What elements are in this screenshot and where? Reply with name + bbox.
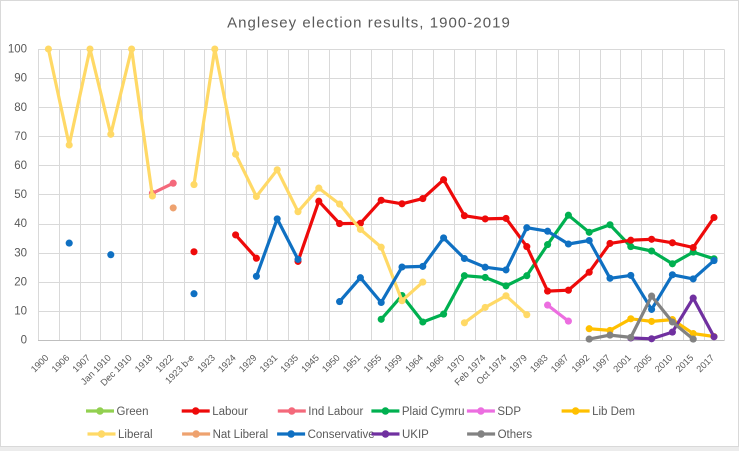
svg-text:30: 30 [14,247,27,259]
svg-text:Liberal: Liberal [118,429,153,441]
svg-text:20: 20 [14,276,27,288]
svg-text:40: 40 [14,218,27,230]
svg-text:Lib Dem: Lib Dem [592,406,635,418]
svg-text:Conservative: Conservative [308,429,375,441]
svg-text:10: 10 [14,306,27,318]
svg-text:Anglesey election results, 190: Anglesey election results, 1900-2019 [227,15,511,32]
svg-text:Nat Liberal: Nat Liberal [213,429,269,441]
svg-text:SDP: SDP [497,406,521,418]
svg-text:Plaid Cymru: Plaid Cymru [402,406,465,418]
svg-text:Others: Others [498,429,533,441]
svg-text:0: 0 [21,335,27,347]
svg-text:Ind Labour: Ind Labour [308,406,363,418]
svg-text:100: 100 [8,44,27,56]
svg-text:50: 50 [14,189,27,201]
svg-text:70: 70 [14,131,27,143]
svg-text:UKIP: UKIP [402,429,429,441]
svg-text:Labour: Labour [212,406,248,418]
svg-text:90: 90 [14,73,27,85]
svg-text:Green: Green [117,406,149,418]
svg-text:60: 60 [14,160,27,172]
svg-text:80: 80 [14,102,27,114]
